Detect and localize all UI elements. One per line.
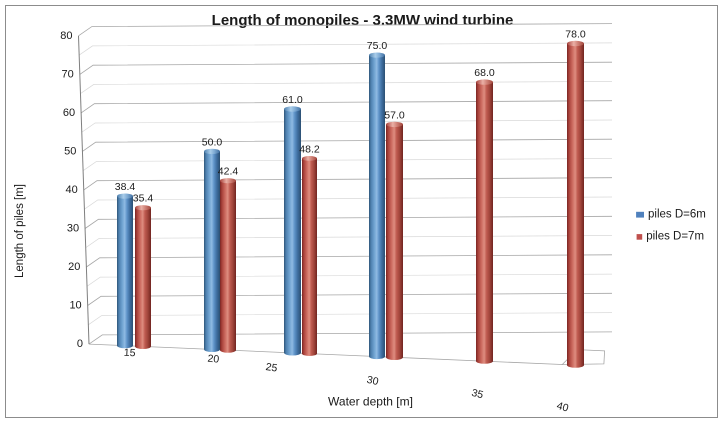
svg-text:35: 35	[470, 387, 484, 402]
svg-text:57.0: 57.0	[384, 109, 405, 121]
svg-text:75.0: 75.0	[367, 40, 388, 52]
svg-text:20: 20	[207, 353, 220, 366]
svg-text:35.4: 35.4	[133, 193, 154, 205]
svg-text:Length of piles [m]: Length of piles [m]	[14, 184, 26, 278]
svg-text:80: 80	[60, 30, 72, 42]
svg-text:piles D=6m: piles D=6m	[648, 208, 706, 220]
svg-text:50: 50	[64, 146, 76, 158]
svg-text:piles D=7m: piles D=7m	[646, 230, 704, 242]
svg-text:15: 15	[124, 347, 136, 360]
svg-text:20: 20	[68, 261, 80, 273]
svg-text:38.4: 38.4	[115, 181, 136, 193]
svg-text:40: 40	[66, 184, 78, 196]
svg-text:Water depth [m]: Water depth [m]	[328, 395, 413, 409]
svg-text:78.0: 78.0	[565, 29, 586, 41]
svg-text:68.0: 68.0	[474, 67, 495, 79]
svg-text:40: 40	[555, 400, 570, 415]
svg-text:50.0: 50.0	[202, 136, 223, 148]
svg-text:30: 30	[67, 223, 79, 235]
svg-text:70: 70	[62, 69, 74, 81]
svg-text:10: 10	[69, 300, 81, 312]
svg-text:25: 25	[265, 361, 279, 375]
svg-text:30: 30	[366, 374, 380, 388]
svg-text:60: 60	[63, 107, 75, 119]
svg-text:42.4: 42.4	[218, 166, 239, 178]
svg-text:61.0: 61.0	[282, 94, 303, 106]
svg-text:48.2: 48.2	[299, 143, 320, 155]
svg-text:0: 0	[77, 338, 83, 350]
